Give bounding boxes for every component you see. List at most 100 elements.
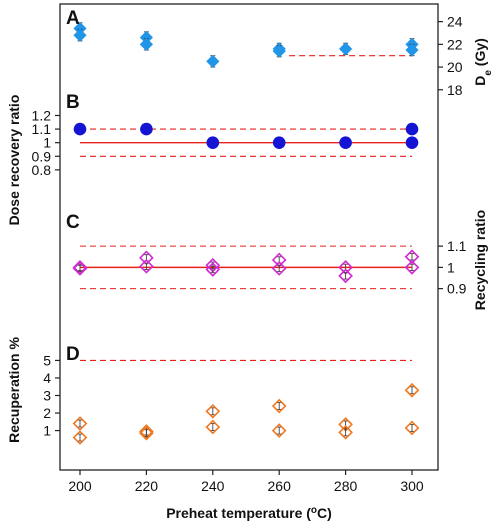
panel-letter-a: A	[66, 8, 80, 29]
panel-c-point-3	[139, 258, 154, 274]
panel-d-marker-4	[205, 403, 221, 419]
panel-a-y-tick-label-3: 18	[447, 82, 463, 98]
panel-d-point-6	[271, 398, 287, 414]
panel-a-point-4	[206, 54, 220, 68]
panel-c-marker-10	[404, 249, 420, 265]
panel-d-y-tick-label-2: 3	[43, 388, 51, 404]
panel-b-point-5	[405, 136, 419, 149]
de-label-end: (Gy)	[472, 38, 488, 70]
panel-b-marker-4	[339, 136, 352, 149]
panel-b-point-6	[405, 122, 419, 136]
panel-b-point-2	[206, 136, 220, 149]
panel-d-marker-11	[404, 420, 420, 436]
panel-d-y-tick-label-4: 1	[43, 423, 51, 439]
panel-c-y-tick-label-0: 1.1	[447, 238, 467, 254]
panel-a-marker-4	[206, 54, 220, 68]
panel-a-marker-1	[73, 28, 87, 42]
panel-c-point-11	[404, 260, 420, 275]
panel-letter-b: B	[66, 92, 80, 113]
panel-d-point-9	[338, 424, 353, 440]
panel-c-marker-9	[338, 268, 353, 284]
panel-c-marker-3	[139, 258, 154, 274]
panel-c-point-10	[404, 249, 420, 265]
panel-d-marker-3	[139, 425, 154, 441]
panel-d-point-1	[72, 430, 88, 445]
panel-a-marker-3	[139, 37, 153, 51]
panel-d-y-tick-label-0: 5	[43, 352, 51, 368]
panel-c-y-tick-label-1: 1	[447, 259, 455, 275]
panel-d-marker-7	[271, 423, 287, 438]
x-tick-label-220: 220	[135, 478, 159, 494]
data-points	[72, 21, 420, 445]
y-axis-title-de: De (Gy)	[472, 38, 494, 86]
panel-a-marker-9	[405, 43, 419, 57]
panel-d-point-11	[404, 420, 420, 436]
panel-c-marker-11	[404, 260, 420, 275]
panel-b-marker-5	[405, 136, 419, 149]
panel-d-marker-1	[72, 430, 88, 445]
panel-a-marker-2	[139, 30, 153, 45]
panel-a-marker-0	[73, 21, 87, 36]
x-tick-label-300: 300	[400, 478, 424, 494]
panel-d-y-tick-label-1: 4	[43, 370, 51, 386]
panel-d-point-3	[139, 425, 154, 441]
panel-d-point-5	[205, 419, 221, 435]
panel-c-point-6	[271, 252, 287, 268]
panel-b-y-tick-label-3: 0.9	[32, 148, 52, 164]
x-tick-label-280: 280	[334, 478, 358, 494]
panel-d-y-tick-label-3: 2	[43, 405, 51, 421]
panel-a-marker-6	[272, 44, 286, 58]
panel-d-marker-2	[139, 424, 154, 439]
plot-frame	[59, 3, 439, 471]
de-label-sub: e	[483, 70, 494, 76]
panel-b-point-1	[140, 122, 153, 136]
reference-lines	[80, 55, 412, 361]
panel-c-point-7	[271, 261, 287, 276]
panel-c-marker-1	[72, 261, 88, 276]
panel-d-marker-5	[205, 419, 221, 435]
panel-c-marker-7	[271, 261, 287, 276]
panel-a-point-9	[405, 43, 419, 57]
y-axis-title-recycling: Recycling ratio	[472, 210, 488, 310]
x-tick-label-200: 200	[68, 478, 92, 494]
panel-b-marker-1	[140, 122, 153, 136]
panel-a-marker-7	[339, 42, 353, 56]
panel-a-y-tick-label-0: 24	[447, 14, 463, 30]
panel-b-y-tick-label-2: 1	[43, 135, 51, 151]
x-axis-title-end: C)	[317, 505, 332, 521]
panel-a-y-tick-label-1: 22	[447, 36, 463, 52]
panel-a-point-3	[139, 37, 153, 51]
x-axis-title-sup: o	[311, 505, 317, 516]
y-axis-title-recuperation: Recuperation %	[6, 337, 22, 443]
x-axis-title: Preheat temperature (oC)	[166, 505, 332, 522]
panel-b-marker-2	[206, 136, 220, 149]
panel-c-point-5	[205, 262, 221, 277]
panel-d-marker-10	[404, 382, 420, 398]
x-tick-label-240: 240	[201, 478, 225, 494]
panel-b-y-tick-label-4: 0.8	[32, 162, 52, 178]
panel-d-point-4	[205, 403, 221, 419]
panel-letter-c: C	[66, 212, 80, 233]
panel-d-marker-0	[72, 416, 88, 431]
panel-d-marker-6	[271, 398, 287, 414]
panel-a-point-1	[73, 28, 87, 42]
x-axis-title-main: Preheat temperature (	[166, 505, 311, 521]
panel-d-marker-9	[338, 424, 353, 440]
panel-d-point-0	[72, 416, 88, 431]
panel-d-point-10	[404, 382, 420, 398]
panel-letter-d: D	[66, 344, 80, 365]
panel-b-marker-3	[272, 136, 286, 149]
panel-a-point-6	[272, 44, 286, 58]
panel-b-point-3	[272, 136, 286, 149]
panel-b-y-tick-label-0: 1.2	[32, 107, 52, 123]
panel-b-y-tick-label-1: 1.1	[32, 121, 52, 137]
panel-b-point-0	[73, 122, 87, 136]
panel-b-marker-6	[405, 122, 419, 136]
panel-d-point-7	[271, 423, 287, 438]
panel-a-y-tick-label-2: 20	[447, 59, 463, 75]
de-label-main: D	[472, 76, 488, 86]
panel-c-point-9	[338, 268, 353, 284]
panel-c-marker-5	[205, 262, 221, 277]
panel-c-point-1	[72, 261, 88, 276]
